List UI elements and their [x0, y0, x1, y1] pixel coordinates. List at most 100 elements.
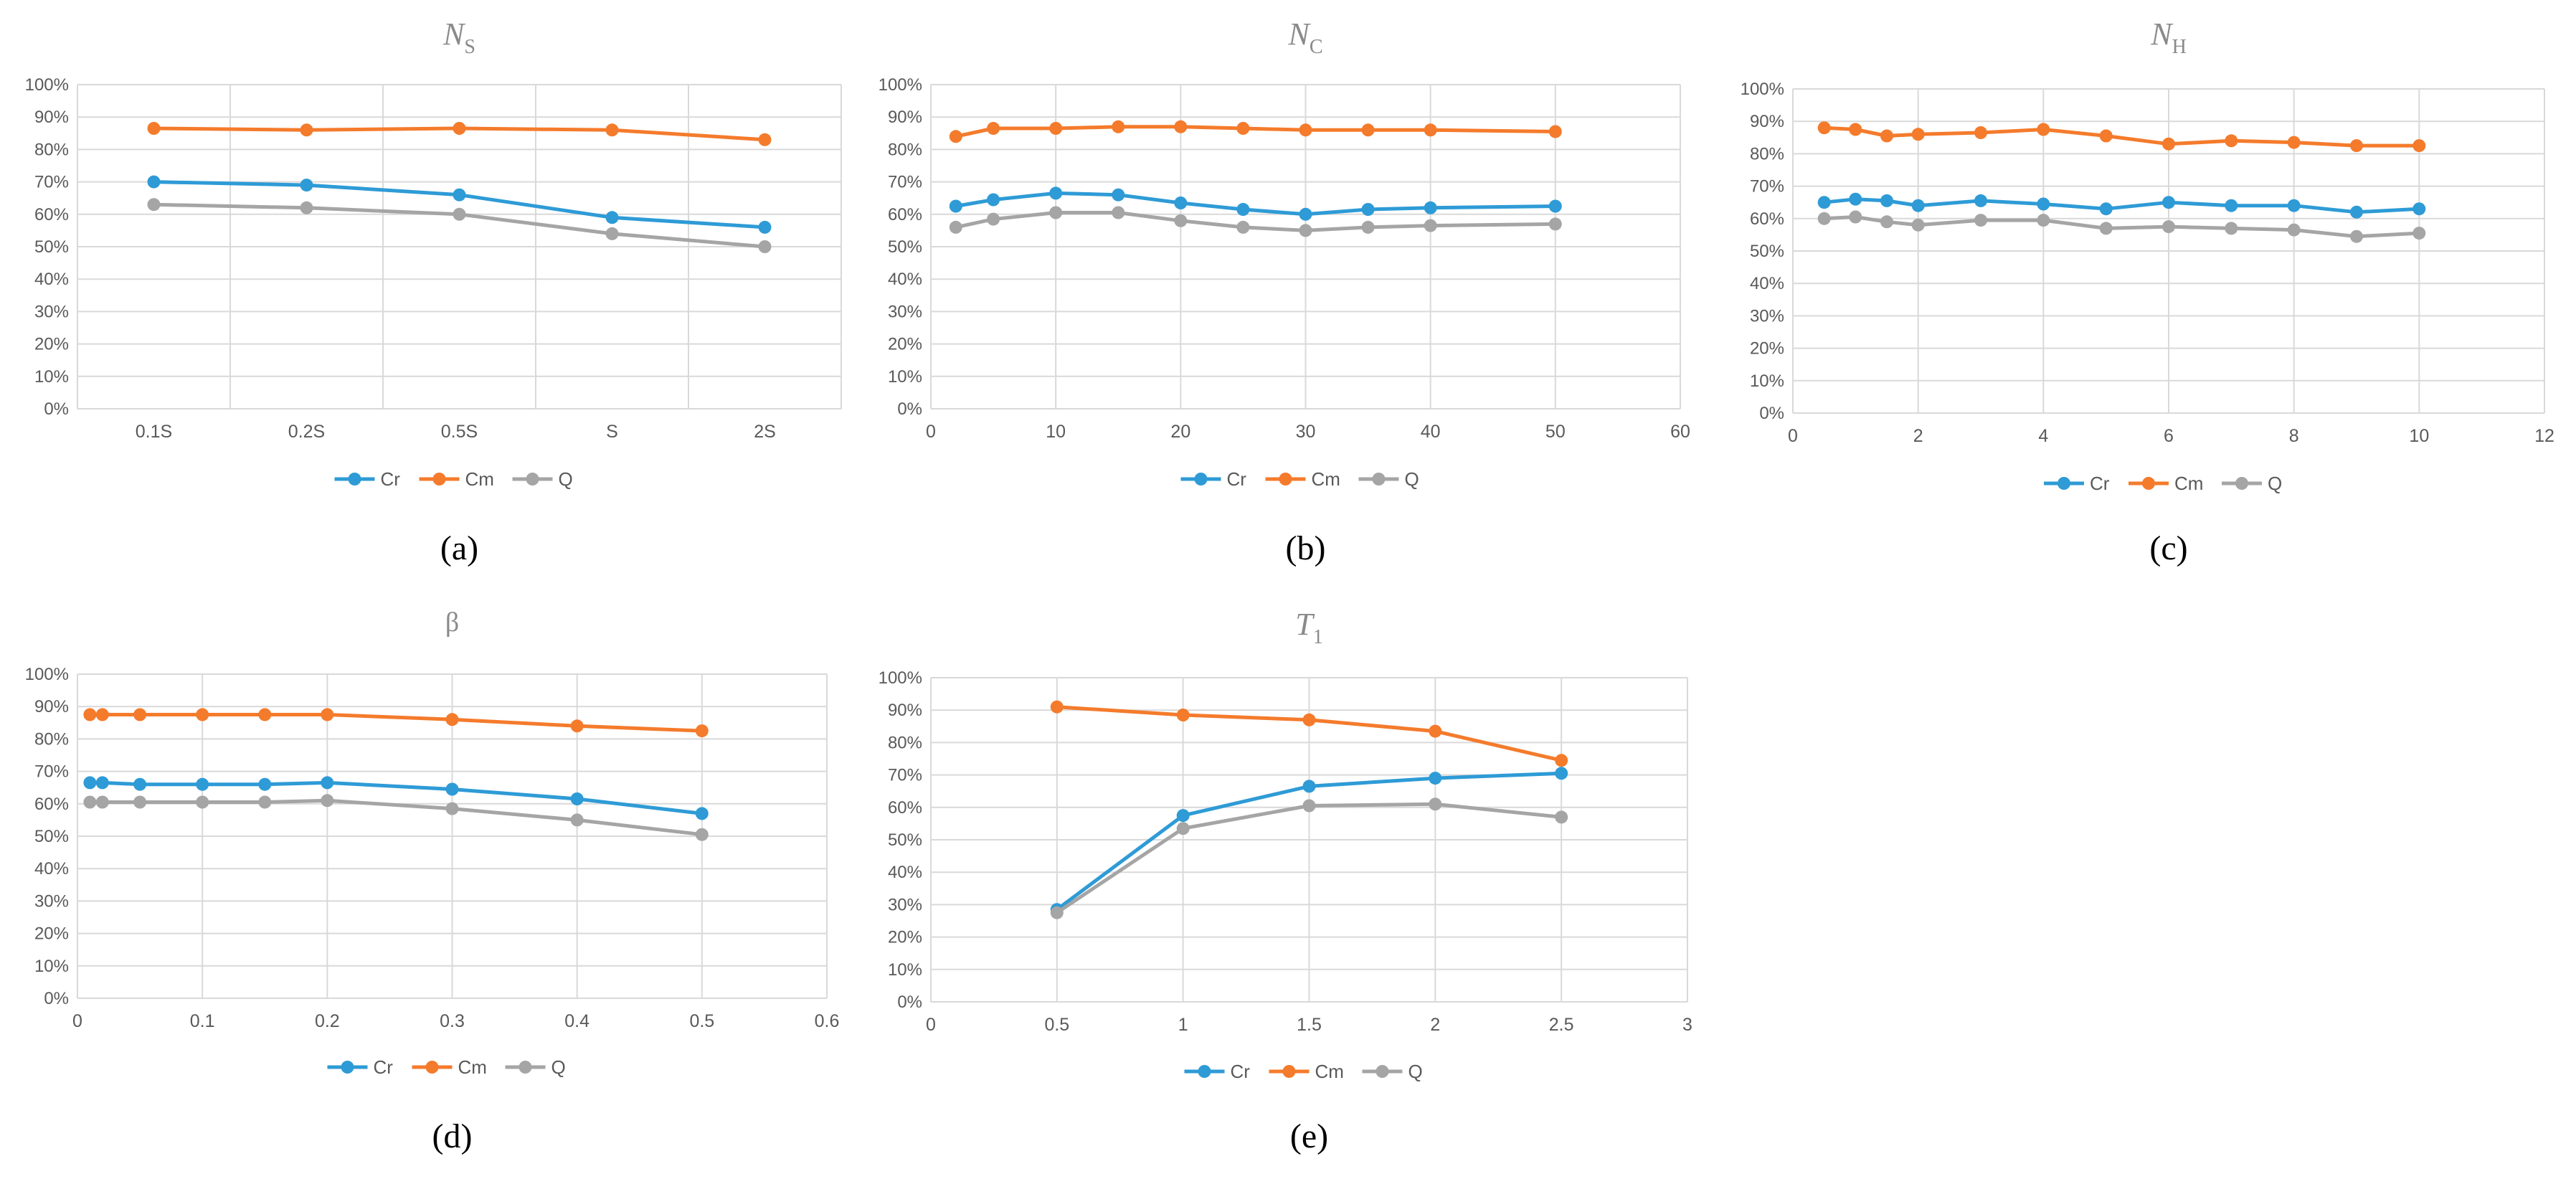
- y-tick-label: 10%: [34, 367, 69, 387]
- data-point-cm: [2412, 139, 2426, 153]
- y-tick-label: 90%: [888, 108, 922, 127]
- legend-label: Cm: [458, 1056, 487, 1078]
- data-point-cm: [445, 713, 459, 726]
- x-tick-label: 2.5: [1549, 1015, 1574, 1035]
- legend-marker: [348, 473, 361, 486]
- legend-label: Q: [551, 1056, 566, 1078]
- legend: Cr Cm Q: [1184, 1061, 1423, 1082]
- data-point-cm: [987, 122, 1000, 135]
- legend-item-cm: Cm: [2128, 473, 2203, 494]
- chart-title: NH: [2150, 16, 2187, 58]
- legend-label: Cr: [2090, 473, 2110, 494]
- chart-title: NC: [1287, 16, 1322, 58]
- data-point-cm: [605, 123, 619, 137]
- x-tick-label: 0: [926, 422, 936, 442]
- data-point-cr: [2162, 196, 2175, 209]
- x-tick-label: 0.2: [315, 1011, 340, 1031]
- data-point-cm: [1302, 713, 1316, 726]
- data-point-q: [453, 207, 466, 221]
- data-point-cr: [1548, 199, 1562, 213]
- legend-marker: [1198, 1065, 1211, 1078]
- data-point-q: [321, 794, 334, 808]
- legend-item-cr: Cr: [327, 1056, 394, 1078]
- data-point-cm: [1429, 724, 1442, 738]
- legend-label: Cm: [1312, 468, 1340, 490]
- data-point-cm: [1911, 128, 1925, 141]
- data-point-cr: [1555, 767, 1568, 780]
- data-point-cm: [258, 708, 272, 721]
- chart-title-main: N: [2150, 16, 2174, 52]
- legend-item-cr: Cr: [334, 468, 400, 490]
- x-tick-label: 2S: [754, 422, 776, 442]
- y-tick-label: 90%: [1750, 112, 1784, 131]
- data-point-cm: [147, 122, 161, 135]
- legend-label: Q: [2268, 473, 2282, 494]
- y-tick-label: 90%: [888, 701, 922, 720]
- data-point-cr: [133, 777, 147, 791]
- data-point-cm: [2287, 136, 2301, 149]
- y-tick-label: 20%: [1750, 339, 1784, 359]
- legend: Cr Cm Q: [1180, 468, 1419, 490]
- y-tick-label: 20%: [888, 335, 922, 354]
- y-tick-label: 0%: [44, 989, 69, 1008]
- x-tick-label: 0.2S: [288, 422, 325, 442]
- data-point-cm: [300, 123, 313, 137]
- legend-marker: [1279, 473, 1292, 486]
- chart-panel-a: 0% 10% 20% 30% 40% 50% 60% 70% 80% 90% 100% 0.1S 0.2…: [25, 16, 842, 567]
- data-point-q: [949, 220, 962, 234]
- x-tick-label: 0.5: [689, 1011, 714, 1031]
- y-tick-label: 10%: [34, 957, 69, 976]
- y-tick-label: 70%: [1750, 177, 1784, 196]
- x-tick-label: 2: [1913, 426, 1923, 446]
- data-point-q: [2162, 220, 2175, 234]
- data-point-q: [300, 201, 313, 214]
- data-point-q: [2225, 222, 2238, 235]
- data-point-q: [1361, 220, 1375, 234]
- panel-label: (b): [1286, 529, 1326, 567]
- data-point-q: [1424, 219, 1437, 232]
- y-tick-label: 50%: [1750, 242, 1784, 261]
- legend-item-cr: Cr: [1180, 468, 1246, 490]
- data-point-q: [987, 212, 1000, 226]
- y-tick-label: 100%: [25, 75, 69, 95]
- legend: Cr Cm Q: [2044, 473, 2282, 494]
- data-point-q: [1302, 799, 1316, 813]
- legend-item-cr: Cr: [2044, 473, 2110, 494]
- data-point-cm: [1849, 123, 1862, 136]
- legend-marker: [1282, 1065, 1296, 1078]
- panel-label: (e): [1290, 1117, 1328, 1155]
- data-point-cm: [1548, 125, 1562, 138]
- data-point-cr: [95, 776, 109, 790]
- chart-title-main: N: [1287, 16, 1311, 52]
- chart-title-subscript: 1: [1313, 626, 1323, 648]
- data-point-cr: [1849, 192, 1862, 206]
- x-tick-label: 3: [1682, 1015, 1692, 1035]
- data-point-q: [1555, 810, 1568, 824]
- data-point-cr: [1361, 203, 1375, 216]
- y-tick-label: 40%: [34, 859, 69, 879]
- y-tick-label: 20%: [34, 924, 69, 944]
- data-point-cm: [2350, 139, 2363, 153]
- series-line-cm: [90, 713, 702, 733]
- data-point-cr: [987, 193, 1000, 207]
- chart-title-subscript: C: [1310, 36, 1323, 58]
- data-point-cm: [133, 708, 147, 721]
- legend-item-q: Q: [512, 468, 573, 490]
- data-point-q: [1236, 220, 1250, 234]
- y-tick-label: 80%: [1750, 144, 1784, 164]
- chart-title-subscript: H: [2172, 36, 2187, 58]
- data-point-cr: [300, 179, 313, 192]
- legend-item-q: Q: [1362, 1061, 1423, 1082]
- data-point-cr: [1911, 199, 1925, 212]
- y-tick-label: 40%: [888, 270, 922, 289]
- legend-item-cr: Cr: [1184, 1061, 1250, 1082]
- legend-label: Q: [1405, 468, 1419, 490]
- legend-label: Cr: [374, 1056, 394, 1078]
- data-point-q: [758, 240, 772, 253]
- data-point-q: [1974, 214, 1987, 227]
- data-point-q: [133, 795, 147, 809]
- legend-item-q: Q: [1358, 468, 1419, 490]
- data-point-cm: [1174, 120, 1188, 133]
- x-tick-label: 10: [2409, 426, 2429, 446]
- y-tick-label: 60%: [1750, 209, 1784, 229]
